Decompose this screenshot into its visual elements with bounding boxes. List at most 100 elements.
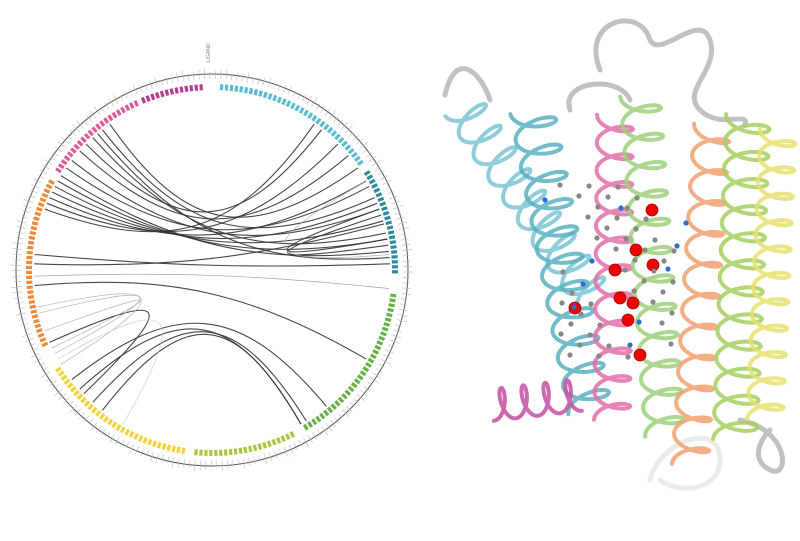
label-stub — [363, 385, 371, 391]
label-stub — [237, 459, 240, 466]
residue-block — [111, 111, 118, 119]
label-stub — [400, 298, 408, 300]
label-stub — [101, 428, 106, 436]
residue-block — [194, 84, 199, 91]
residue-block — [380, 331, 387, 337]
label-stub — [385, 349, 394, 354]
label-stub — [28, 343, 36, 347]
residue-block — [389, 240, 397, 245]
residue-block — [366, 174, 374, 181]
protein-structure — [442, 18, 798, 491]
carbon-atom — [652, 237, 658, 243]
residue-block — [111, 421, 118, 429]
carbon-atom — [587, 332, 593, 338]
label-stub — [150, 451, 154, 463]
label-stub — [83, 119, 88, 126]
label-stub — [262, 77, 266, 86]
label-stub — [177, 458, 180, 468]
residue-block — [384, 317, 392, 323]
residue-block — [147, 438, 153, 446]
label-stub — [338, 413, 343, 419]
helix — [618, 94, 687, 439]
label-stub — [68, 404, 78, 414]
label-stub — [12, 242, 23, 245]
label-stub — [378, 363, 385, 368]
label-stub — [349, 401, 356, 408]
residue-block — [337, 396, 345, 404]
residue-block — [262, 91, 268, 99]
label-stub — [31, 184, 40, 189]
residue-block — [334, 400, 341, 407]
carbon-atom — [642, 247, 648, 253]
carbon-atom — [650, 299, 656, 305]
residue-block — [27, 240, 35, 245]
label-stub — [301, 94, 307, 102]
label-stub — [362, 148, 369, 154]
carbon-atom — [641, 278, 647, 284]
carbon-atom — [569, 290, 575, 296]
residue-block — [258, 90, 263, 97]
nitrogen-atom — [627, 342, 633, 348]
label-stub — [380, 358, 391, 365]
residue-block — [298, 107, 305, 114]
loop — [737, 417, 785, 474]
residue-block — [133, 100, 139, 107]
residue-block — [365, 362, 372, 368]
residue-block — [290, 102, 296, 110]
label-stub — [400, 238, 409, 241]
residue-block — [34, 211, 42, 217]
label-stub — [22, 333, 32, 338]
label-stub — [365, 152, 373, 158]
residue-block — [378, 335, 386, 342]
residue-block — [80, 136, 87, 143]
carbon-atom — [671, 248, 677, 254]
carbon-atom — [669, 310, 675, 316]
carbon-atom — [624, 205, 630, 211]
label-stub — [297, 92, 302, 100]
nitrogen-atom — [542, 197, 548, 203]
residue-block — [34, 323, 42, 329]
label-stub — [119, 95, 124, 102]
nitrogen-atom — [636, 319, 642, 325]
label-stub — [303, 437, 309, 448]
label-stub — [21, 215, 29, 219]
carbon-atom — [668, 341, 674, 347]
carbon-atom — [660, 289, 666, 295]
carbon-atom — [576, 193, 582, 199]
label-stub — [120, 439, 125, 447]
residue-block — [384, 215, 391, 221]
label-stub — [325, 423, 332, 432]
label-stub — [16, 237, 24, 240]
residue-block — [267, 93, 273, 100]
label-stub — [316, 429, 322, 436]
contact-chord — [286, 208, 388, 253]
contact-chord — [60, 175, 390, 257]
carbon-atom — [585, 214, 591, 220]
oxygen-atom — [613, 291, 627, 305]
carbon-atom — [559, 300, 565, 306]
residue-block — [319, 120, 326, 128]
label-stub — [34, 357, 43, 363]
residue-block — [285, 433, 291, 440]
label-stub — [96, 425, 102, 434]
residue-block — [142, 437, 148, 444]
label-stub — [383, 354, 392, 359]
residue-block — [176, 446, 181, 454]
residue-block — [37, 202, 45, 208]
oxygen-atom — [621, 313, 635, 327]
contact-chord — [79, 328, 302, 425]
label-stub — [272, 83, 276, 90]
label-stub — [22, 204, 32, 209]
label-stub — [90, 110, 97, 119]
label-stub — [359, 142, 368, 149]
carbon-atom — [567, 352, 573, 358]
carbon-atom — [597, 322, 603, 328]
carbon-atom — [586, 183, 592, 189]
residue-block — [95, 123, 102, 130]
ligand-label: LIGAND — [206, 43, 212, 62]
label-stub — [248, 457, 251, 467]
label-stub — [307, 434, 314, 444]
residue-block — [381, 326, 389, 332]
label-stub — [54, 388, 63, 397]
label-stub — [401, 249, 413, 251]
